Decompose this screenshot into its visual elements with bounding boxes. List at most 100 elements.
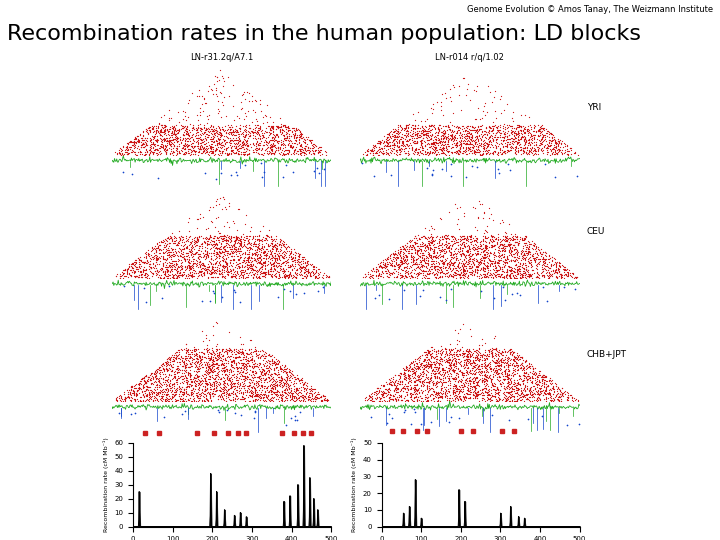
Point [390,390,401,399]
Point [399,366,410,374]
Point [495,135,506,144]
Point [204,379,216,388]
Point [409,124,420,132]
Point [446,233,458,242]
Point [536,136,547,145]
Point [413,372,424,380]
Point [431,355,442,363]
Point [186,120,198,129]
Point [163,364,174,373]
Point [174,384,186,393]
Point [410,132,421,140]
Point [253,99,265,108]
Point [282,147,294,156]
Point [440,148,451,157]
Point [225,198,236,207]
Point [366,149,378,158]
Point [437,99,449,108]
Point [447,242,459,251]
Point [458,139,469,147]
Point [253,239,265,247]
Point [422,224,433,232]
Point [214,139,225,148]
Point [462,247,474,256]
Point [419,127,431,136]
Point [545,129,557,137]
Point [544,389,555,397]
Point [115,393,127,402]
Point [430,357,441,366]
Point [426,133,437,142]
Point [217,344,228,353]
Point [292,137,303,146]
Point [416,393,428,402]
Point [458,94,469,103]
Point [498,146,509,155]
Point [174,368,185,376]
Point [430,140,441,149]
Point [381,256,392,265]
Point [183,96,194,104]
Point [257,376,269,384]
Point [197,150,208,158]
Point [174,104,185,113]
Point [195,391,207,400]
Point [456,217,468,226]
Point [217,321,228,329]
Point [164,384,176,393]
Point [444,244,455,252]
Point [228,255,239,264]
Point [544,390,556,399]
Point [512,379,523,388]
Point [489,120,500,129]
Point [534,127,546,136]
Point [414,258,426,266]
Point [495,108,507,117]
Point [459,248,470,257]
Point [194,147,206,156]
Point [444,390,456,399]
Point [250,350,261,359]
Point [446,211,457,220]
Point [461,130,472,138]
Point [181,272,192,281]
Point [234,369,246,377]
Point [221,84,233,92]
Point [453,226,464,234]
Point [377,390,389,399]
Point [503,354,514,362]
Point [420,133,432,142]
Point [559,265,571,273]
Point [397,250,408,259]
Point [235,244,246,252]
Point [395,245,406,253]
Point [549,384,560,393]
Point [447,105,459,114]
Point [495,349,507,357]
Point [467,323,479,332]
Point [265,386,276,395]
Point [472,106,484,114]
Point [415,266,427,275]
Point [462,114,474,123]
Point [412,246,423,254]
Point [236,232,248,240]
Point [490,234,502,242]
Point [161,141,173,150]
Point [387,262,398,271]
Point [469,204,481,212]
Point [418,150,429,159]
Point [248,264,260,273]
Point [153,376,164,385]
Point [213,331,225,340]
Point [505,347,517,356]
Point [261,363,272,372]
Point [485,92,497,100]
Point [207,342,219,351]
Point [435,262,446,271]
Point [282,247,293,256]
Point [528,146,539,155]
Point [379,262,391,271]
Point [405,125,417,134]
Point [491,92,503,101]
